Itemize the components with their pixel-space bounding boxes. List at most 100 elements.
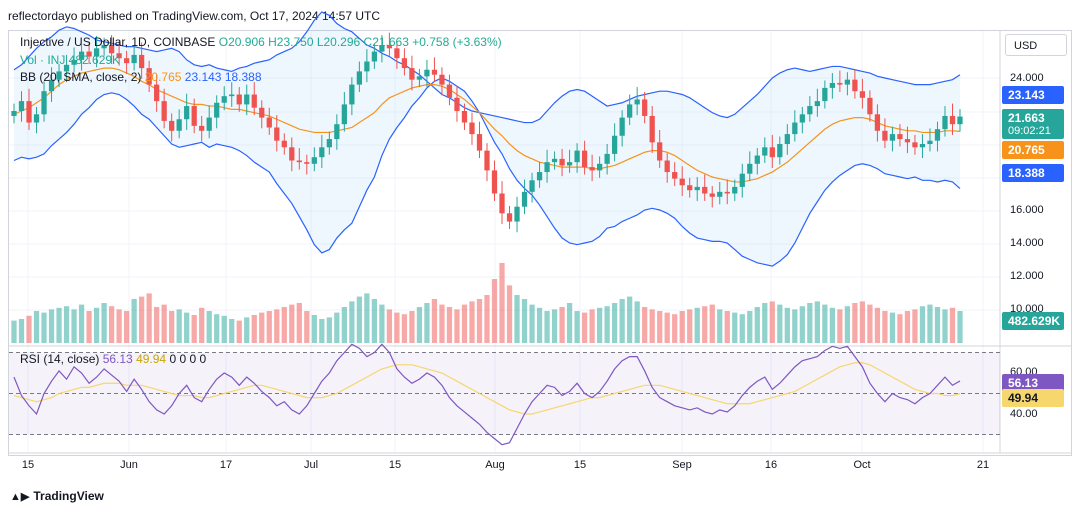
volume-bar <box>18 319 25 343</box>
candle-body <box>837 82 843 85</box>
candle-body <box>409 68 415 80</box>
rsi-label[interactable]: RSI (14, close) <box>20 352 100 366</box>
last-price-badge: 21.663 09:02:21 <box>1002 109 1064 139</box>
candle-body <box>852 79 858 92</box>
candle-body <box>349 84 355 105</box>
volume-bar <box>649 309 655 343</box>
candle-body <box>191 106 197 126</box>
volume-bar <box>71 309 77 343</box>
volume-bar <box>199 307 205 343</box>
volume-bar <box>334 312 340 343</box>
volume-bar <box>957 311 963 343</box>
volume-bar <box>664 312 670 343</box>
candle-body <box>274 127 280 141</box>
candle-body <box>657 142 663 161</box>
volume-bar <box>251 315 257 343</box>
candle-body <box>934 129 941 141</box>
candle-body <box>199 125 205 131</box>
symbol-name[interactable]: Injective / US Dollar, 1D, COINBASE <box>20 35 216 49</box>
volume-bar <box>551 309 558 343</box>
time-tick: Sep <box>672 459 692 471</box>
volume-bar <box>176 309 182 343</box>
volume-bar <box>56 307 62 343</box>
volume-bar <box>544 311 550 343</box>
price-tick: 24.000 <box>1010 72 1044 84</box>
candle-body <box>469 122 475 135</box>
candle-body <box>687 185 693 191</box>
volume-bar <box>123 311 130 343</box>
candle-body <box>161 101 167 121</box>
volume-bar <box>934 307 941 343</box>
volume-bar <box>889 312 896 343</box>
time-tick: 15 <box>388 459 402 471</box>
candle-body <box>206 117 212 131</box>
volume-badge: 482.629K <box>1002 312 1064 330</box>
currency-selector[interactable]: USD <box>1005 34 1067 56</box>
ohlc-values: O20.906 H23.750 L20.296 C21.663 +0.758 (… <box>218 35 502 49</box>
candle-body <box>799 114 805 123</box>
volume-bar <box>844 306 851 343</box>
candle-body <box>71 59 77 65</box>
rsi-ma-badge: 49.94 <box>1002 389 1064 407</box>
volume-bar <box>394 312 400 343</box>
volume-bar <box>461 304 468 343</box>
candle-body <box>897 134 903 140</box>
volume-bar <box>829 307 835 343</box>
volume-bar <box>574 311 580 343</box>
volume-bar <box>604 306 610 343</box>
candle-body <box>844 79 851 85</box>
volume-bar <box>244 317 250 343</box>
candle-body <box>461 111 468 123</box>
candle-body <box>101 45 107 49</box>
volume-bar <box>657 311 663 343</box>
candle-body <box>694 186 700 191</box>
candle-body <box>123 58 130 64</box>
price-candles <box>11 32 963 233</box>
bb-label[interactable]: BB (20, SMA, close, 2) <box>20 70 142 84</box>
volume-bar <box>897 314 903 343</box>
volume-bar <box>139 296 145 343</box>
tradingview-logo[interactable]: ▲▶ TradingView <box>10 489 104 503</box>
volume-bar <box>702 306 708 343</box>
tradingview-icon: ▲▶ <box>10 491 30 503</box>
volume-bar <box>589 309 595 343</box>
candle-body <box>379 45 385 52</box>
brand-name: TradingView <box>33 489 104 503</box>
volume-bars <box>11 263 963 343</box>
candle-body <box>41 91 47 115</box>
candle-body <box>416 76 423 80</box>
volume-bar <box>814 301 820 343</box>
candle-body <box>484 150 490 171</box>
candle-body <box>747 163 753 174</box>
bb-upper-value: 23.143 <box>184 70 222 84</box>
rsi-ma-line <box>13 362 961 415</box>
volume-bar <box>566 303 573 343</box>
candle-body <box>574 150 580 163</box>
candle-body <box>664 160 670 173</box>
candle-body <box>627 104 633 118</box>
volume-bar <box>431 299 438 343</box>
volume-bar <box>476 299 483 343</box>
volume-bar <box>949 307 956 343</box>
candle-body <box>919 144 926 148</box>
rsi-value: 56.13 <box>102 352 133 366</box>
candle-body <box>499 193 505 214</box>
candle-body <box>604 153 610 164</box>
candle-body <box>244 94 250 105</box>
candle-body <box>229 94 235 97</box>
volume-bar <box>191 315 197 343</box>
volume-bar <box>762 303 768 343</box>
candle-body <box>882 130 888 141</box>
volume-bar <box>266 311 272 343</box>
volume-bar <box>341 307 347 343</box>
candle-body <box>912 142 918 148</box>
volume-bar <box>612 303 618 343</box>
last-price: 21.663 <box>1008 111 1045 125</box>
candle-body <box>529 180 535 192</box>
candle-body <box>371 51 378 62</box>
volume-bar <box>131 299 137 343</box>
candle-body <box>11 111 17 116</box>
volume-bar <box>11 320 17 343</box>
candle-body <box>709 193 715 197</box>
